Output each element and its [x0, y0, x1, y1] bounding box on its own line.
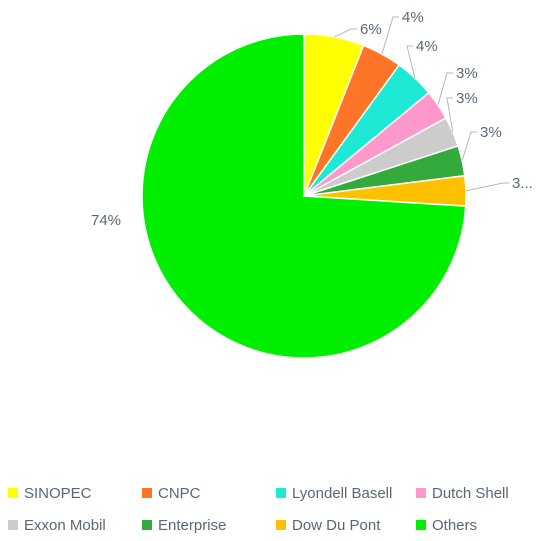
legend-swatch-exxon-mobil: [8, 520, 18, 530]
legend-item-exxon-mobil[interactable]: Exxon Mobil: [8, 517, 142, 534]
pie-chart-svg: 6%4%4%3%3%3%3...74%: [91, 9, 533, 359]
legend-label-dow-du-pont: Dow Du Pont: [292, 516, 381, 534]
legend-label-exxon-mobil: Exxon Mobil: [24, 516, 106, 534]
legend-item-lyondell-basell[interactable]: Lyondell Basell: [276, 485, 416, 502]
leader-line-lyondell-basell: [406, 45, 416, 79]
legend-label-sinopec: SINOPEC: [24, 484, 92, 502]
legend: SINOPEC CNPC Lyondell Basell Dutch Shell…: [8, 477, 548, 541]
legend-label-others: Others: [432, 516, 478, 534]
pie-slices: [141, 33, 467, 359]
legend-swatch-enterprise: [142, 520, 152, 530]
legend-swatch-lyondell-basell: [276, 488, 286, 498]
data-label-others: 74%: [91, 212, 121, 229]
data-label-lyondell-basell: 4%: [416, 38, 438, 55]
leader-line-exxon-mobil: [446, 97, 454, 132]
legend-row: Exxon Mobil Enterprise Dow Du Pont Other…: [8, 509, 548, 541]
legend-swatch-cnpc: [142, 488, 152, 498]
legend-swatch-sinopec: [8, 488, 18, 498]
legend-item-enterprise[interactable]: Enterprise: [142, 517, 276, 534]
leader-line-dutch-shell: [437, 72, 453, 106]
leader-line-enterprise: [461, 131, 477, 161]
legend-label-cnpc: CNPC: [158, 484, 201, 502]
data-label-enterprise: 3%: [480, 124, 502, 141]
legend-label-dutch-shell: Dutch Shell: [432, 484, 509, 502]
leader-line-cnpc: [381, 16, 399, 55]
legend-label-enterprise: Enterprise: [158, 516, 227, 534]
leader-lines: [334, 16, 509, 192]
data-label-dutch-shell: 3%: [456, 65, 478, 82]
leader-line-sinopec: [334, 28, 357, 38]
data-label-dow-du-pont: 3...: [512, 175, 533, 192]
pie-slice-others[interactable]: [141, 33, 467, 359]
legend-item-others[interactable]: Others: [416, 517, 477, 534]
data-label-exxon-mobil: 3%: [456, 90, 478, 107]
leader-line-dow-du-pont: [465, 182, 509, 192]
data-label-sinopec: 6%: [360, 21, 382, 38]
data-labels: 6%4%4%3%3%3%3...74%: [91, 9, 533, 229]
legend-item-sinopec[interactable]: SINOPEC: [8, 485, 142, 502]
legend-swatch-dow-du-pont: [276, 520, 286, 530]
data-label-cnpc: 4%: [402, 9, 424, 26]
legend-row: SINOPEC CNPC Lyondell Basell Dutch Shell: [8, 477, 548, 509]
legend-label-lyondell-basell: Lyondell Basell: [292, 484, 393, 502]
legend-item-cnpc[interactable]: CNPC: [142, 485, 276, 502]
legend-item-dow-du-pont[interactable]: Dow Du Pont: [276, 517, 416, 534]
legend-swatch-dutch-shell: [416, 488, 426, 498]
legend-swatch-others: [416, 520, 426, 530]
legend-item-dutch-shell[interactable]: Dutch Shell: [416, 485, 509, 502]
